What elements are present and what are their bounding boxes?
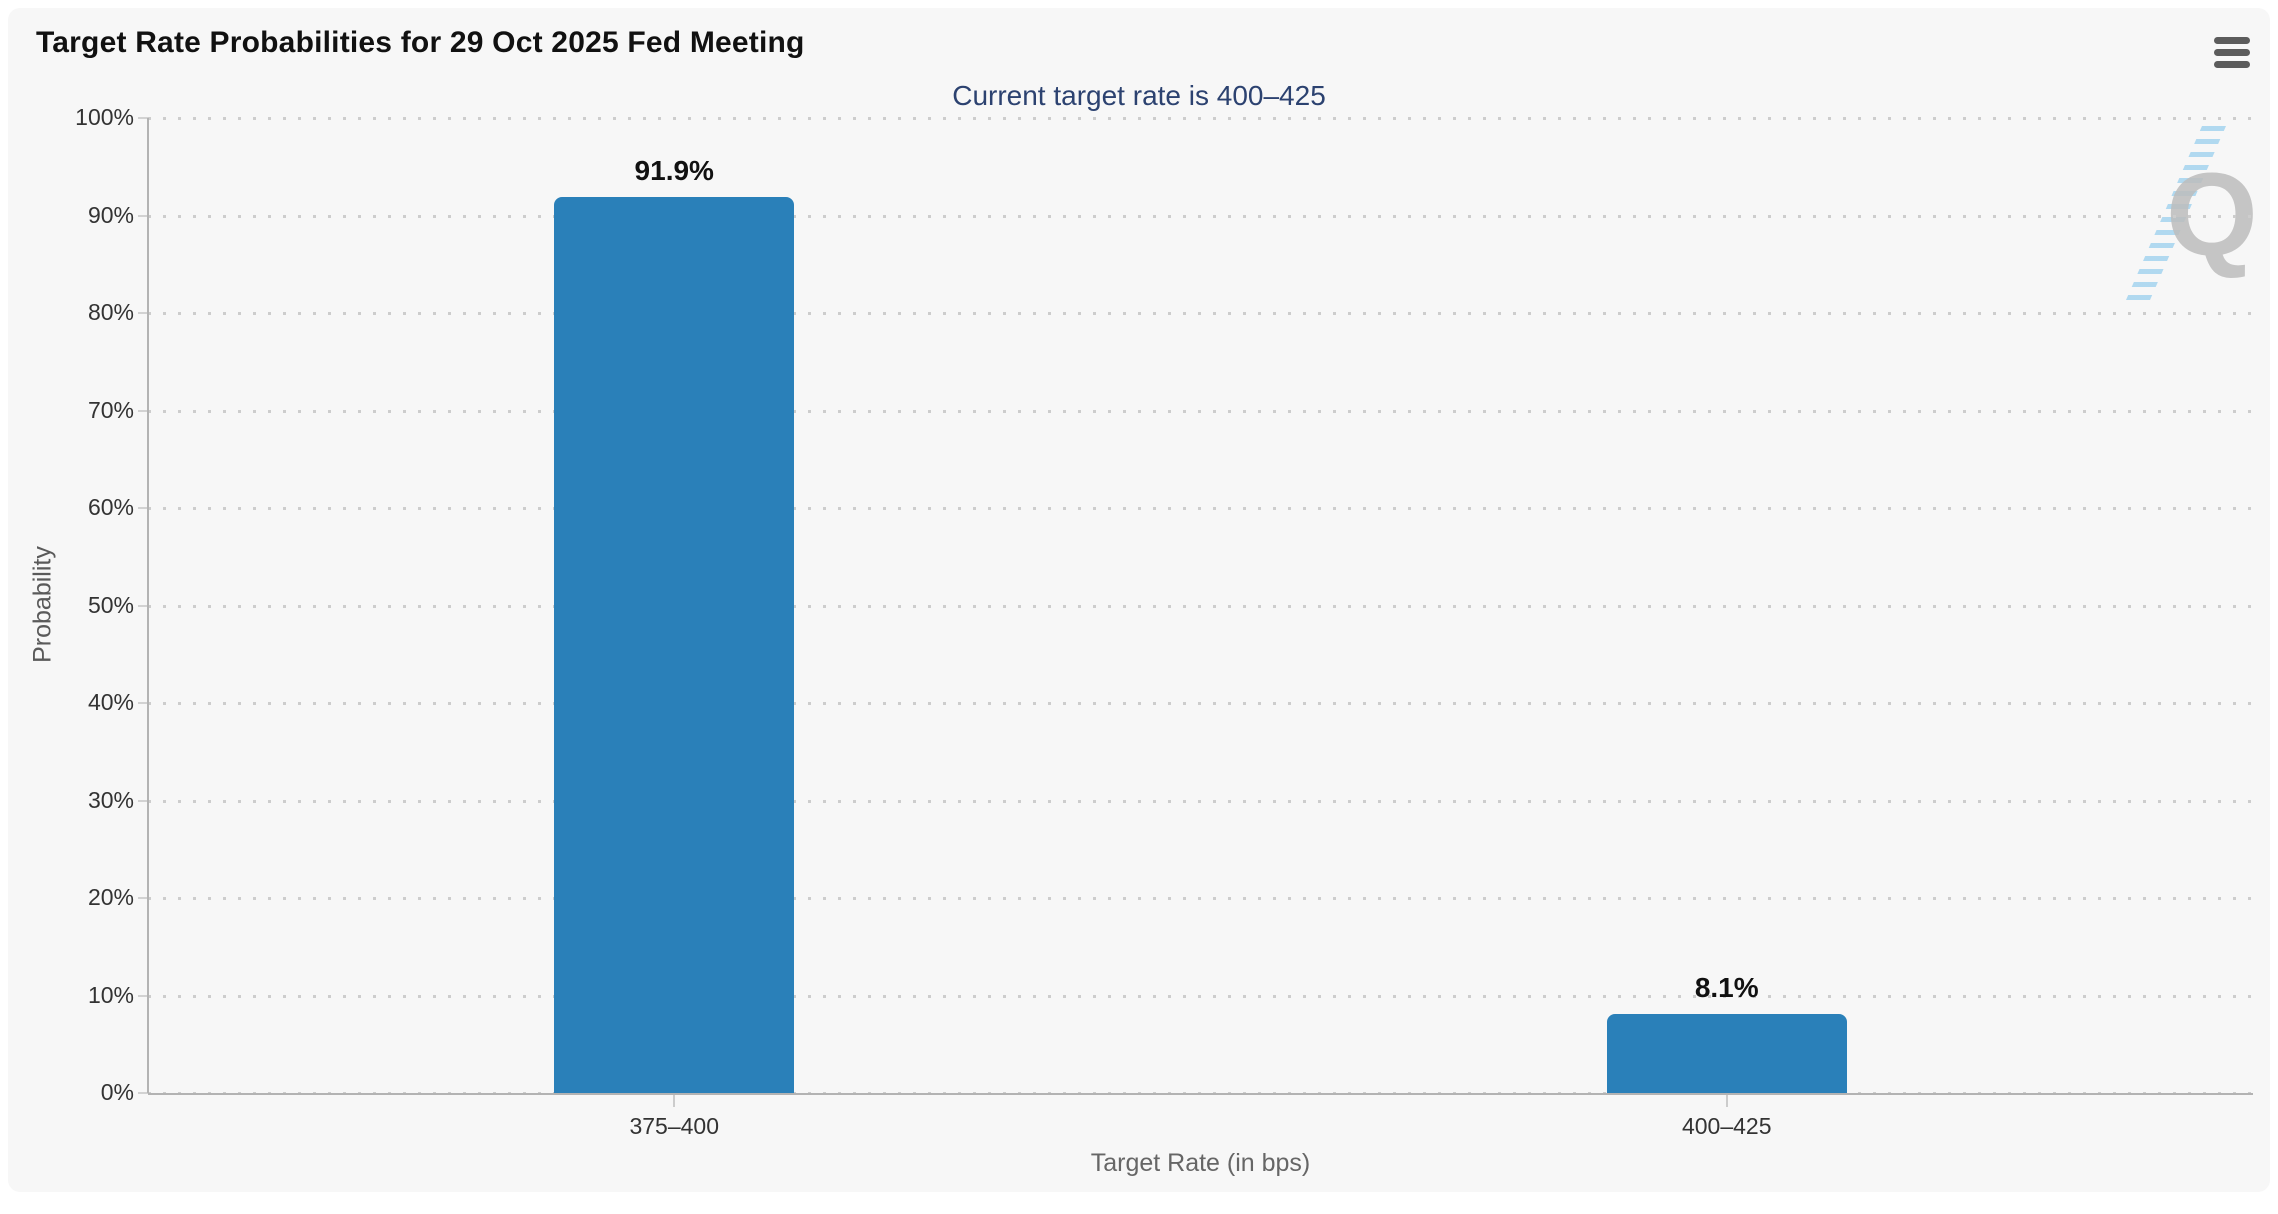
y-gridline xyxy=(148,897,2253,900)
y-axis-tick xyxy=(138,799,148,802)
y-axis-tick xyxy=(138,409,148,412)
y-axis-tick-label: 80% xyxy=(87,299,134,325)
x-axis-tick xyxy=(673,1095,676,1107)
bar-value-label: 91.9% xyxy=(634,154,714,186)
x-axis-tick xyxy=(1725,1095,1728,1107)
quikstrike-watermark: Q xyxy=(2108,118,2278,308)
y-axis-tick-label: 40% xyxy=(87,689,134,715)
bar-375–400[interactable] xyxy=(554,196,795,1093)
y-gridline xyxy=(148,117,2253,120)
y-axis-tick-label: 100% xyxy=(75,104,134,130)
chart-card: Target Rate Probabilities for 29 Oct 202… xyxy=(8,8,2270,1192)
x-axis-title: Target Rate (in bps) xyxy=(1090,1149,1311,1177)
bar-400–425[interactable] xyxy=(1606,1014,1847,1093)
y-axis-tick xyxy=(138,312,148,314)
y-axis-tick-label: 20% xyxy=(87,884,134,910)
x-axis-line xyxy=(148,1093,2253,1095)
bar-value-label: 8.1% xyxy=(1694,972,1759,1004)
y-gridline xyxy=(148,409,2253,413)
x-axis-category-label: 400–425 xyxy=(1681,1113,1772,1139)
y-axis-tick xyxy=(138,214,148,217)
y-axis-tick-label: 90% xyxy=(87,201,134,228)
y-gridline xyxy=(148,799,2253,803)
y-axis-tick xyxy=(138,604,148,607)
y-axis-tick xyxy=(138,117,148,119)
hamburger-icon xyxy=(2214,60,2250,68)
y-gridline xyxy=(148,702,2253,705)
y-axis-tick xyxy=(138,994,148,997)
export-menu-button[interactable] xyxy=(2214,34,2254,70)
y-axis-tick xyxy=(138,702,148,704)
y-axis-tick xyxy=(138,507,148,509)
y-axis-tick xyxy=(138,1092,148,1094)
x-axis-category-label: 375–400 xyxy=(629,1113,720,1139)
chart-title: Target Rate Probabilities for 29 Oct 202… xyxy=(36,26,805,59)
y-gridline xyxy=(148,214,2253,218)
y-axis-tick-label: 10% xyxy=(87,981,134,1008)
y-axis-tick-label: 0% xyxy=(100,1079,134,1105)
chart-subtitle: Current target rate is 400–425 xyxy=(952,80,1326,111)
y-axis-title: Probability xyxy=(28,545,57,663)
y-gridline xyxy=(148,312,2253,315)
y-axis-tick xyxy=(138,897,148,899)
hamburger-icon xyxy=(2214,36,2250,44)
y-gridline xyxy=(148,604,2253,608)
y-axis-tick-label: 50% xyxy=(87,591,134,618)
y-axis-tick-label: 60% xyxy=(87,494,134,520)
y-gridline xyxy=(148,994,2253,998)
y-gridline xyxy=(148,507,2253,510)
y-axis-line xyxy=(147,118,149,1093)
y-axis-tick-label: 30% xyxy=(87,786,134,813)
hamburger-icon xyxy=(2214,48,2250,56)
y-axis-tick-label: 70% xyxy=(87,396,134,423)
